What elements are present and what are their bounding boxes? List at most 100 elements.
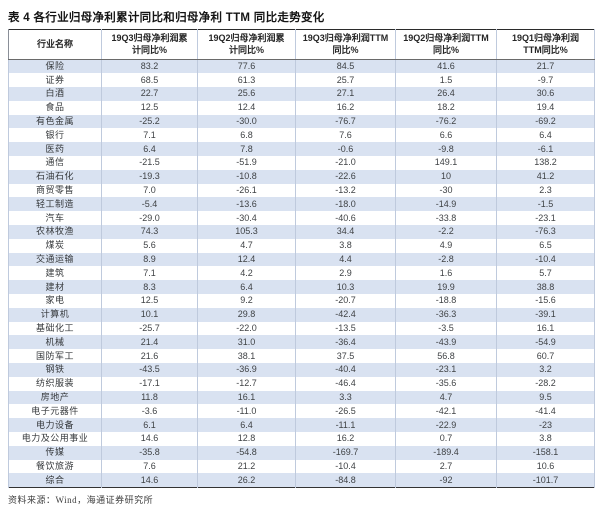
table-row: 电力设备 6.1 6.4 -11.1 -22.9 -23 (8, 418, 595, 433)
value-cell: 6.6 (395, 128, 497, 143)
industry-name: 计算机 (8, 307, 102, 322)
industry-name: 食品 (8, 100, 102, 115)
value-cell: 0.7 (395, 432, 497, 446)
value-cell: 61.3 (197, 73, 296, 88)
value-cell: -19.3 (101, 169, 198, 184)
value-cell: -11.0 (197, 404, 296, 419)
value-cell: -69.2 (496, 114, 595, 129)
value-cell: -43.9 (395, 335, 497, 350)
table-row: 白酒 22.7 25.6 27.1 26.4 30.6 (8, 87, 595, 101)
value-cell: -30.0 (197, 114, 296, 129)
value-cell: 8.9 (101, 252, 198, 267)
source-note: 资料来源：Wind，海通证券研究所 (8, 494, 154, 505)
value-cell: 3.3 (295, 390, 396, 405)
value-cell: 4.9 (395, 238, 497, 253)
value-cell: 6.4 (496, 128, 595, 143)
value-cell: -76.7 (295, 114, 396, 129)
value-cell: 38.1 (197, 349, 296, 364)
value-cell: -0.6 (295, 142, 396, 157)
value-cell: -33.8 (395, 211, 497, 226)
table-row: 建筑 7.1 4.2 2.9 1.6 5.7 (8, 266, 595, 281)
value-cell: 3.8 (295, 238, 396, 253)
value-cell: 6.1 (101, 418, 198, 433)
industry-name: 农林牧渔 (8, 225, 102, 239)
value-cell: 6.4 (197, 418, 296, 433)
value-cell: 19.9 (395, 280, 497, 295)
value-cell: -169.7 (295, 445, 396, 460)
value-cell: -10.4 (496, 252, 595, 267)
industry-name: 医药 (8, 142, 102, 157)
value-cell: 25.7 (295, 73, 396, 88)
value-cell: 14.6 (101, 473, 198, 488)
value-cell: 138.2 (496, 156, 595, 170)
value-cell: 77.6 (197, 59, 296, 74)
column-header-2: 19Q2归母净利润累 计同比% (197, 29, 296, 60)
industry-name: 餐饮旅游 (8, 459, 102, 474)
industry-name: 国防军工 (8, 349, 102, 364)
value-cell: 12.5 (101, 294, 198, 308)
industry-name: 建筑 (8, 266, 102, 281)
value-cell: 10.3 (295, 280, 396, 295)
value-cell: 16.2 (295, 432, 396, 446)
value-cell: -92 (395, 473, 497, 488)
value-cell: -36.3 (395, 307, 497, 322)
value-cell: 21.7 (496, 59, 595, 74)
industry-name: 纺织服装 (8, 376, 102, 391)
table-row: 食品 12.5 12.4 16.2 18.2 19.4 (8, 100, 595, 115)
value-cell: -9.7 (496, 73, 595, 88)
value-cell: -13.5 (295, 321, 396, 336)
value-cell: -25.7 (101, 321, 198, 336)
value-cell: 7.8 (197, 142, 296, 157)
industry-name: 银行 (8, 128, 102, 143)
value-cell: 149.1 (395, 156, 497, 170)
industry-name: 机械 (8, 335, 102, 350)
value-cell: 21.2 (197, 459, 296, 474)
value-cell: 6.4 (101, 142, 198, 157)
value-cell: -1.5 (496, 197, 595, 212)
column-header-1: 19Q3归母净利润累 计同比% (101, 29, 198, 60)
header-row: 行业名称 19Q3归母净利润累 计同比% 19Q2归母净利润累 计同比% 19Q3归母… (8, 29, 595, 60)
value-cell: -29.0 (101, 211, 198, 226)
value-cell: 56.8 (395, 349, 497, 364)
value-cell: 9.5 (496, 390, 595, 405)
industry-name: 煤炭 (8, 238, 102, 253)
value-cell: -13.2 (295, 183, 396, 198)
value-cell: -26.5 (295, 404, 396, 419)
value-cell: 9.2 (197, 294, 296, 308)
value-cell: -2.8 (395, 252, 497, 267)
column-header-4: 19Q2归母净利润TTM 同比% (395, 29, 497, 60)
value-cell: -42.1 (395, 404, 497, 419)
value-cell: -21.5 (101, 156, 198, 170)
table-row: 石油石化 -19.3 -10.8 -22.6 10 41.2 (8, 169, 595, 184)
value-cell: -22.9 (395, 418, 497, 433)
value-cell: 2.9 (295, 266, 396, 281)
value-cell: -11.1 (295, 418, 396, 433)
value-cell: 84.5 (295, 59, 396, 74)
column-header-3: 19Q3归母净利润TTM 同比% (295, 29, 396, 60)
value-cell: 7.6 (101, 459, 198, 474)
table-row: 建材 8.3 6.4 10.3 19.9 38.8 (8, 280, 595, 295)
value-cell: 18.2 (395, 100, 497, 115)
table-row: 通信 -21.5 -51.9 -21.0 149.1 138.2 (8, 156, 595, 170)
value-cell: 22.7 (101, 87, 198, 101)
value-cell: -54.8 (197, 445, 296, 460)
table-row: 计算机 10.1 29.8 -42.4 -36.3 -39.1 (8, 307, 595, 322)
industry-name: 石油石化 (8, 169, 102, 184)
value-cell: -76.2 (395, 114, 497, 129)
value-cell: 29.8 (197, 307, 296, 322)
value-cell: 26.2 (197, 473, 296, 488)
value-cell: 10.6 (496, 459, 595, 474)
table-title: 表 4 各行业归母净利累计同比和归母净利 TTM 同比走势变化 (8, 12, 325, 24)
value-cell: -10.8 (197, 169, 296, 184)
value-cell: -76.3 (496, 225, 595, 239)
value-cell: 68.5 (101, 73, 198, 88)
industry-name: 建材 (8, 280, 102, 295)
value-cell: -101.7 (496, 473, 595, 488)
value-cell: -46.4 (295, 376, 396, 391)
value-cell: 7.0 (101, 183, 198, 198)
table-row: 房地产 11.8 16.1 3.3 4.7 9.5 (8, 390, 595, 405)
table-header: 行业名称 19Q3归母净利润累 计同比% 19Q2归母净利润累 计同比% 19Q3归母… (8, 29, 595, 60)
value-cell: 10.1 (101, 307, 198, 322)
value-cell: -3.6 (101, 404, 198, 419)
value-cell: -23.1 (395, 363, 497, 377)
